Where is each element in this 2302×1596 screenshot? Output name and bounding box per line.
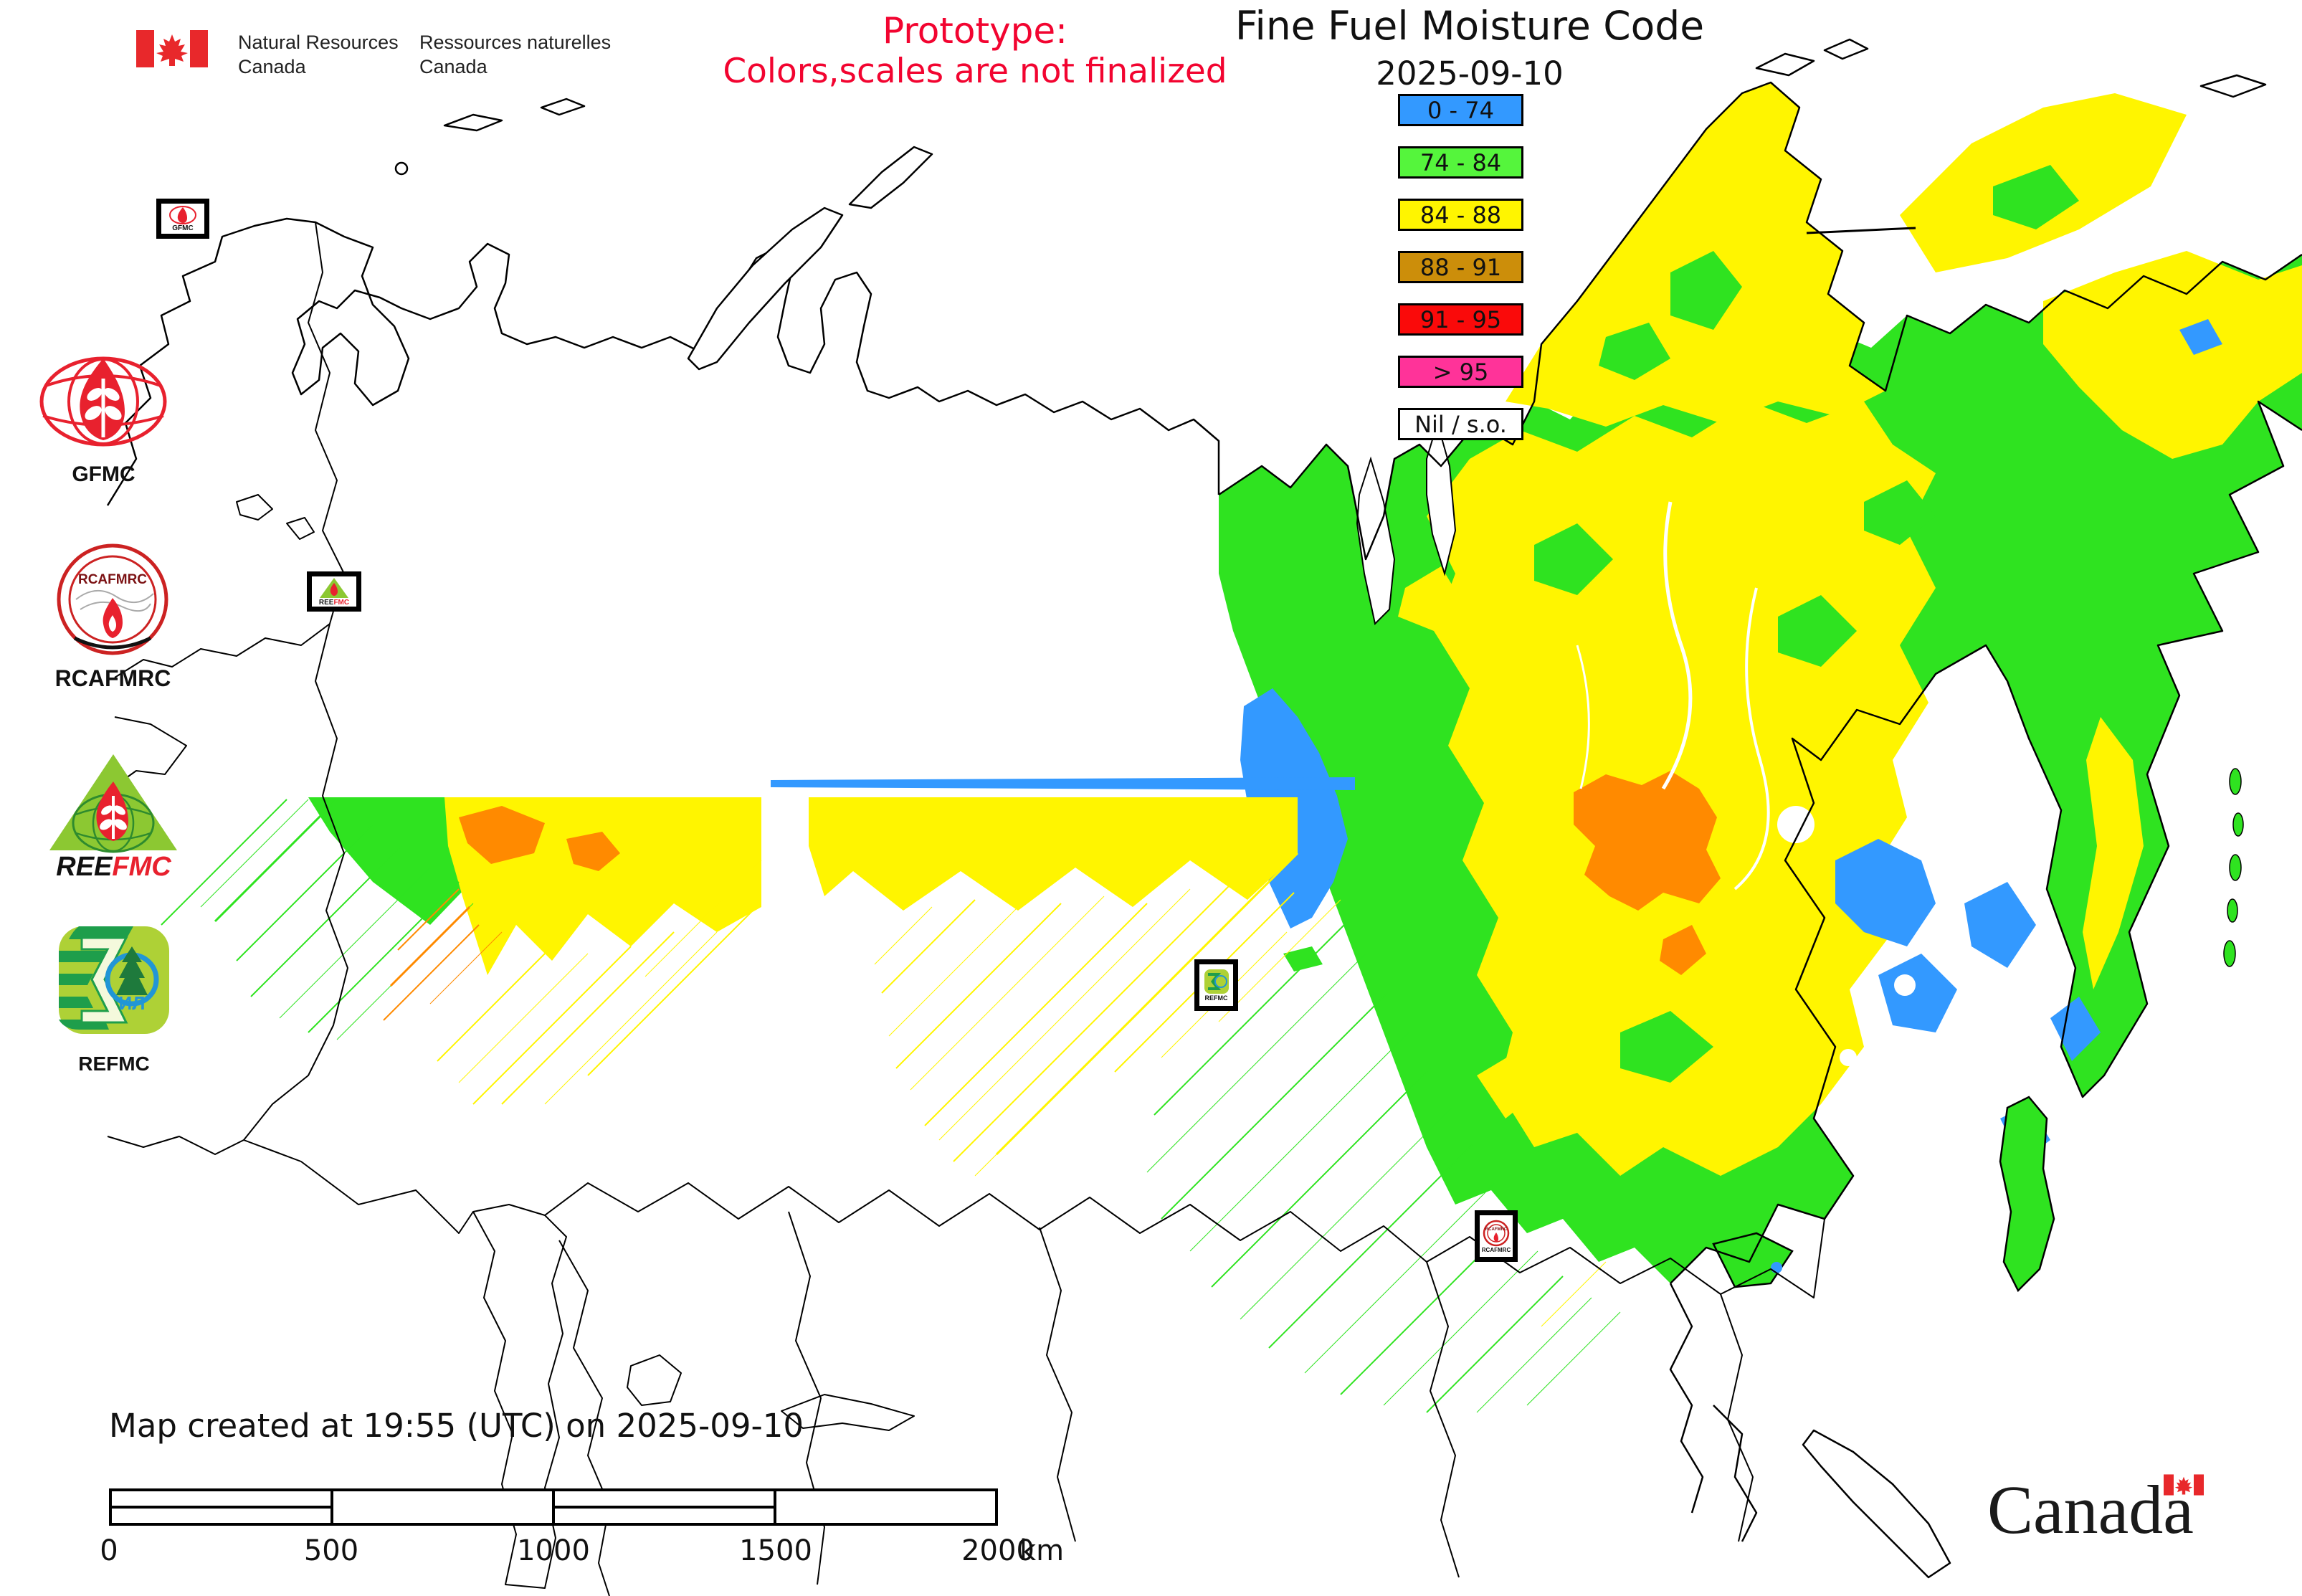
reefmc-map-marker: REEFMC bbox=[307, 571, 361, 612]
svg-text:RCAFMRC: RCAFMRC bbox=[1485, 1227, 1508, 1232]
gfmc-map-marker: GFMC bbox=[156, 199, 209, 239]
scale-segment bbox=[552, 1491, 774, 1523]
svg-text:RCAFMRC: RCAFMRC bbox=[78, 572, 147, 587]
rcafmrc-logo: RCAFMRC bbox=[57, 543, 168, 655]
scale-tick-1500: 1500 bbox=[739, 1534, 812, 1567]
gfmc-marker-icon bbox=[169, 205, 196, 224]
reefmc-logo-label: REEFMC bbox=[47, 852, 180, 883]
gfmc-marker-label: GFMC bbox=[172, 224, 194, 232]
legend-label: 74 - 84 bbox=[1419, 148, 1502, 176]
legend-label: 91 - 95 bbox=[1419, 305, 1502, 333]
legend-item-91-95: 91 - 95 bbox=[1398, 303, 1523, 336]
reefmc-label-black: REE bbox=[56, 852, 113, 882]
rcafmrc-marker-icon: RCAFMRC bbox=[1483, 1220, 1510, 1246]
legend-item-88-91: 88 - 91 bbox=[1398, 251, 1523, 283]
legend-label: 0 - 74 bbox=[1427, 96, 1494, 124]
legend-label: > 95 bbox=[1432, 358, 1489, 386]
refmc-marker-icon bbox=[1204, 969, 1229, 994]
rcafmrc-logo-label: RCAFMRC bbox=[54, 665, 171, 691]
scale-unit: km bbox=[1019, 1534, 1065, 1567]
legend-item-gt-95: > 95 bbox=[1398, 356, 1523, 388]
reefmc-marker-label-black: REE bbox=[318, 598, 334, 607]
refmc-map-marker: REFMC bbox=[1194, 959, 1238, 1011]
page-title: Fine Fuel Moisture Code bbox=[1235, 3, 1705, 49]
canada-wordmark-text: Canada bbox=[1987, 1471, 2194, 1548]
nrcan-title-en: Natural Resources Canada bbox=[238, 32, 399, 77]
created-timestamp: Map created at 19:55 (UTC) on 2025-09-10 bbox=[109, 1407, 804, 1445]
legend-item-84-88: 84 - 88 bbox=[1398, 199, 1523, 231]
canada-wordmark: Canada bbox=[1987, 1470, 2204, 1549]
legend-item-0-74: 0 - 74 bbox=[1398, 94, 1523, 126]
scale-bar bbox=[109, 1488, 998, 1526]
legend-label: 84 - 88 bbox=[1419, 201, 1502, 229]
svg-text:ИЛ: ИЛ bbox=[119, 992, 146, 1014]
scale-segment bbox=[774, 1491, 995, 1523]
prototype-note: Prototype: Colors,scales are not finaliz… bbox=[723, 10, 1227, 91]
scale-segment bbox=[112, 1491, 330, 1523]
scale-tick-0: 0 bbox=[100, 1534, 118, 1567]
map-date: 2025-09-10 bbox=[1376, 54, 1564, 92]
legend-label: 88 - 91 bbox=[1419, 253, 1502, 281]
canada-flag-icon bbox=[136, 30, 208, 67]
rcafmrc-marker-label: RCAFMRC bbox=[1481, 1246, 1511, 1253]
rcafmrc-map-marker: RCAFMRC RCAFMRC bbox=[1475, 1210, 1518, 1262]
canada-wordmark-flag-icon bbox=[2163, 1474, 2204, 1496]
nrcan-title-fr: Ressources naturelles Canada bbox=[419, 32, 612, 77]
legend-item-74-84: 74 - 84 bbox=[1398, 146, 1523, 179]
gfmc-logo-label: GFMC bbox=[72, 462, 135, 486]
scale-tick-2000: 2000 bbox=[961, 1534, 1035, 1567]
reefmc-logo bbox=[49, 754, 177, 853]
legend-label: Nil / s.o. bbox=[1414, 410, 1507, 438]
scale-tick-500: 500 bbox=[303, 1534, 359, 1567]
reefmc-marker-label-red: FMC bbox=[333, 598, 350, 607]
scale-segment bbox=[330, 1491, 552, 1523]
reefmc-marker-icon bbox=[320, 577, 348, 598]
legend: 0 - 74 74 - 84 84 - 88 88 - 91 91 - 95 >… bbox=[1398, 94, 1527, 460]
refmc-logo: ИЛ bbox=[59, 926, 169, 1034]
reefmc-label-red: FMC bbox=[112, 852, 171, 882]
legend-item-nil: Nil / s.o. bbox=[1398, 408, 1523, 440]
gfmc-logo bbox=[39, 356, 167, 447]
refmc-logo-label: REFMC bbox=[78, 1053, 150, 1075]
nrcan-signature bbox=[136, 30, 208, 70]
refmc-marker-label: REFMC bbox=[1204, 994, 1228, 1002]
